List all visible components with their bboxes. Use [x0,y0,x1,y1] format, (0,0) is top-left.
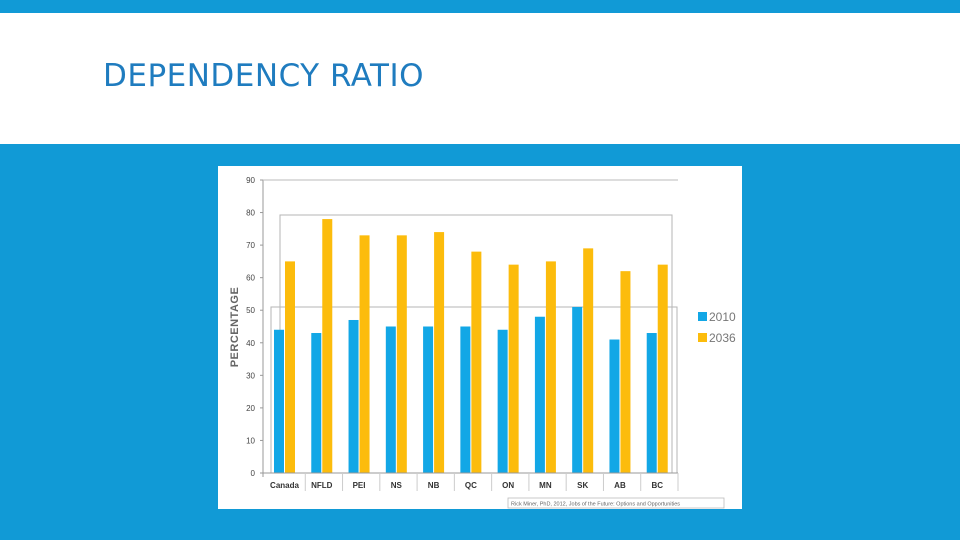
chart-card: 0 10 20 30 40 50 60 70 80 90 PERCENTAGE Canada NFLD P… [218,166,742,509]
x-tick-label: Canada [270,481,299,490]
legend-swatch-2036 [698,333,707,342]
x-tick-label: BC [651,481,663,490]
bar-2036-QC [471,251,482,473]
bar-2010-PEI [348,319,359,473]
x-tick-label: NB [428,481,440,490]
legend-label-2036: 2036 [709,331,736,345]
y-tick-label: 10 [246,436,255,445]
bar-2010-NFLD [311,333,322,473]
x-tick-label: PEI [353,481,366,490]
legend-label-2010: 2010 [709,310,736,324]
y-axis-title: PERCENTAGE [229,287,241,368]
y-tick-label: 90 [246,176,255,185]
bar-2010-SK [572,306,583,473]
bar-2010-AB [609,339,620,473]
title-area [0,13,960,144]
bar-2036-NS [396,235,407,473]
y-tick-label: 80 [246,209,255,218]
legend-swatch-2010 [698,312,707,321]
y-tick-label: 40 [246,339,255,348]
x-tick-label: AB [614,481,626,490]
bar-2010-QC [460,326,471,473]
x-tick-label: NFLD [311,481,333,490]
y-tick-label: 30 [246,371,255,380]
x-tick-label: MN [539,481,552,490]
bar-2036-PEI [359,235,370,473]
bar-2010-NS [385,326,396,473]
bar-2010-MN [534,316,545,473]
bar-2036-AB [620,271,631,473]
top-accent-bar [0,0,960,13]
x-tick-label: ON [502,481,514,490]
source-note: Rick Miner, PhD, 2012, Jobs of the Futur… [511,502,680,508]
bar-2010-NB [423,326,434,473]
bar-2036-Canada [285,261,295,473]
bar-2010-ON [497,329,508,473]
x-tick-label: QC [465,481,477,490]
y-tick-label: 60 [246,274,255,283]
bar-2036-NB [434,232,445,473]
y-tick-label: 0 [251,469,256,478]
slide-title: DEPENDENCY RATIO [103,58,425,94]
bar-2036-NFLD [322,219,333,473]
x-tick-label: NS [391,481,403,490]
y-tick-label: 50 [246,306,255,315]
bar-2010-Canada [274,329,284,473]
bar-chart: 0 10 20 30 40 50 60 70 80 90 PERCENTAGE Canada NFLD P… [229,176,736,509]
x-tick-label: SK [577,481,588,490]
source-note-box [507,497,725,509]
bar-2036-SK [583,248,594,473]
bar-2036-ON [508,264,519,473]
bar-2036-MN [545,261,556,473]
bar-2036-BC [657,264,668,473]
bar-2010-BC [646,333,657,473]
y-tick-label: 20 [246,404,255,413]
y-tick-label: 70 [246,241,255,250]
